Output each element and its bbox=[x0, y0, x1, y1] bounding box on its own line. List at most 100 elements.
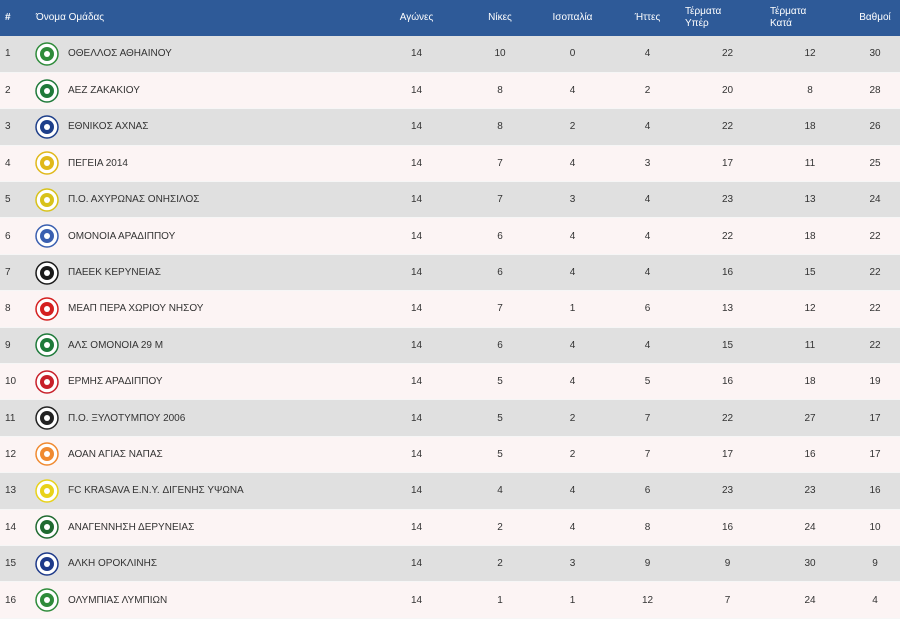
team-link[interactable]: ΟΛΥΜΠΙΑΣ ΛΥΜΠΙΩΝ bbox=[35, 588, 360, 612]
goals-for-cell: 13 bbox=[685, 290, 770, 328]
draws-cell: 2 bbox=[535, 108, 610, 146]
table-row[interactable]: 14 ΑΝΑΓΕΝΝΗΣΗ ΔΕΡΥΝΕΙΑΣ 14 2 4 8 16 24 10 bbox=[0, 509, 900, 546]
team-link[interactable]: ΕΘΝΙΚΟΣ ΑΧΝΑΣ bbox=[35, 115, 360, 139]
games-cell: 14 bbox=[360, 145, 465, 183]
table-row[interactable]: 16 ΟΛΥΜΠΙΑΣ ΛΥΜΠΙΩΝ 14 1 1 12 7 24 4 bbox=[0, 581, 900, 619]
team-link[interactable]: ΕΡΜΗΣ ΑΡΑΔΙΠΠΟΥ bbox=[35, 369, 360, 394]
team-link[interactable]: ΑΕΖ ΖΑΚΑΚΙΟΥ bbox=[35, 78, 360, 103]
header-goals-against: Τέρματα Κατά bbox=[770, 0, 850, 36]
wins-cell: 5 bbox=[465, 436, 535, 474]
header-goals-for-line2: Υπέρ bbox=[685, 18, 709, 29]
team-link[interactable]: ΑΛΚΗ ΟΡΟΚΛΙΝΗΣ bbox=[35, 551, 360, 576]
points-cell: 4 bbox=[850, 581, 900, 619]
draws-cell: 1 bbox=[535, 290, 610, 328]
games-cell: 14 bbox=[360, 509, 465, 546]
wins-cell: 6 bbox=[465, 217, 535, 255]
goals-for-cell: 20 bbox=[685, 72, 770, 110]
table-row[interactable]: 9 ΑΛΣ ΟΜΟΝΟΙΑ 29 Μ 14 6 4 4 15 11 22 bbox=[0, 327, 900, 365]
wins-cell: 2 bbox=[465, 545, 535, 583]
goals-for-cell: 22 bbox=[685, 108, 770, 146]
goals-for-cell: 23 bbox=[685, 181, 770, 219]
team-cell: ΑΛΣ ΟΜΟΝΟΙΑ 29 Μ bbox=[35, 327, 360, 365]
games-cell: 14 bbox=[360, 108, 465, 146]
losses-cell: 7 bbox=[610, 399, 685, 437]
wins-cell: 7 bbox=[465, 145, 535, 183]
table-row[interactable]: 2 ΑΕΖ ΖΑΚΑΚΙΟΥ 14 8 4 2 20 8 28 bbox=[0, 72, 900, 110]
team-cell: ΕΘΝΙΚΟΣ ΑΧΝΑΣ bbox=[35, 108, 360, 146]
alki-crest-icon bbox=[35, 551, 59, 576]
team-cell: ΟΜΟΝΟΙΑ ΑΡΑΔΙΠΠΟΥ bbox=[35, 217, 360, 255]
krasava-crest-icon bbox=[35, 479, 59, 503]
team-link[interactable]: ΠΑΕΕΚ ΚΕΡΥΝΕΙΑΣ bbox=[35, 260, 360, 285]
games-cell: 14 bbox=[360, 181, 465, 219]
draws-cell: 1 bbox=[535, 581, 610, 619]
team-link[interactable]: FC KRASAVA E.N.Y. ΔΙΓΕΝΗΣ ΥΨΩΝΑ bbox=[35, 479, 360, 503]
team-name: ΠΕΓΕΙΑ 2014 bbox=[68, 157, 128, 169]
rank-cell: 8 bbox=[0, 290, 35, 328]
losses-cell: 4 bbox=[610, 254, 685, 292]
paeek-eagle-icon bbox=[35, 260, 59, 285]
pegeia-crest-icon bbox=[35, 151, 59, 176]
team-link[interactable]: ΟΜΟΝΟΙΑ ΑΡΑΔΙΠΠΟΥ bbox=[35, 224, 360, 248]
table-row[interactable]: 6 ΟΜΟΝΟΙΑ ΑΡΑΔΙΠΠΟΥ 14 6 4 4 22 18 22 bbox=[0, 217, 900, 255]
table-row[interactable]: 1 ΟΘΕΛΛΟΣ ΑΘΗΑΙΝΟΥ 14 10 0 4 22 12 30 bbox=[0, 36, 900, 73]
goals-for-cell: 15 bbox=[685, 327, 770, 365]
rank-cell: 16 bbox=[0, 581, 35, 619]
goals-for-cell: 9 bbox=[685, 545, 770, 583]
goals-against-cell: 12 bbox=[770, 290, 850, 328]
team-name: ΟΛΥΜΠΙΑΣ ΛΥΜΠΙΩΝ bbox=[68, 594, 168, 606]
games-cell: 14 bbox=[360, 254, 465, 292]
rank-cell: 5 bbox=[0, 181, 35, 219]
table-row[interactable]: 13 FC KRASAVA E.N.Y. ΔΙΓΕΝΗΣ ΥΨΩΝΑ 14 4 4 6 23… bbox=[0, 472, 900, 510]
team-link[interactable]: Π.Ο. ΑΧΥΡΩΝΑΣ ΟΝΗΣΙΛΟΣ bbox=[35, 188, 360, 212]
draws-cell: 4 bbox=[535, 217, 610, 255]
als-omonoia-crest-icon bbox=[35, 333, 59, 358]
team-link[interactable]: ΑΟΑΝ ΑΓΙΑΣ ΝΑΠΑΣ bbox=[35, 442, 360, 467]
team-link[interactable]: Π.Ο. ΞΥΛΟΤΥΜΠΟΥ 2006 bbox=[35, 406, 360, 430]
goals-for-cell: 22 bbox=[685, 217, 770, 255]
team-cell: ΠΑΕΕΚ ΚΕΡΥΝΕΙΑΣ bbox=[35, 254, 360, 292]
team-link[interactable]: ΠΕΓΕΙΑ 2014 bbox=[35, 151, 360, 176]
rank-cell: 4 bbox=[0, 145, 35, 183]
rank-cell: 3 bbox=[0, 108, 35, 146]
rank-cell: 14 bbox=[0, 509, 35, 546]
team-link[interactable]: ΟΘΕΛΛΟΣ ΑΘΗΑΙΝΟΥ bbox=[35, 42, 360, 66]
table-row[interactable]: 5 Π.Ο. ΑΧΥΡΩΝΑΣ ΟΝΗΣΙΛΟΣ 14 7 3 4 23 13 24 bbox=[0, 181, 900, 219]
points-cell: 22 bbox=[850, 217, 900, 255]
points-cell: 24 bbox=[850, 181, 900, 219]
team-link[interactable]: ΑΝΑΓΕΝΝΗΣΗ ΔΕΡΥΝΕΙΑΣ bbox=[35, 515, 360, 540]
games-cell: 14 bbox=[360, 545, 465, 583]
games-cell: 14 bbox=[360, 581, 465, 619]
wins-cell: 2 bbox=[465, 509, 535, 546]
table-row[interactable]: 7 ΠΑΕΕΚ ΚΕΡΥΝΕΙΑΣ 14 6 4 4 16 15 22 bbox=[0, 254, 900, 292]
draws-cell: 2 bbox=[535, 399, 610, 437]
points-cell: 26 bbox=[850, 108, 900, 146]
goals-against-cell: 13 bbox=[770, 181, 850, 219]
aoan-crest-icon bbox=[35, 442, 59, 467]
team-cell: ΑΛΚΗ ΟΡΟΚΛΙΝΗΣ bbox=[35, 545, 360, 583]
team-cell: FC KRASAVA E.N.Y. ΔΙΓΕΝΗΣ ΥΨΩΝΑ bbox=[35, 472, 360, 510]
losses-cell: 9 bbox=[610, 545, 685, 583]
table-row[interactable]: 3 ΕΘΝΙΚΟΣ ΑΧΝΑΣ 14 8 2 4 22 18 26 bbox=[0, 108, 900, 146]
losses-cell: 8 bbox=[610, 509, 685, 546]
ethnikos-crest-icon bbox=[35, 115, 59, 139]
table-row[interactable]: 15 ΑΛΚΗ ΟΡΟΚΛΙΝΗΣ 14 2 3 9 9 30 9 bbox=[0, 545, 900, 583]
points-cell: 9 bbox=[850, 545, 900, 583]
losses-cell: 4 bbox=[610, 327, 685, 365]
table-row[interactable]: 10 ΕΡΜΗΣ ΑΡΑΔΙΠΠΟΥ 14 5 4 5 16 18 19 bbox=[0, 363, 900, 401]
goals-against-cell: 18 bbox=[770, 217, 850, 255]
table-row[interactable]: 11 Π.Ο. ΞΥΛΟΤΥΜΠΟΥ 2006 14 5 2 7 22 27 17 bbox=[0, 399, 900, 437]
team-link[interactable]: ΑΛΣ ΟΜΟΝΟΙΑ 29 Μ bbox=[35, 333, 360, 358]
goals-against-cell: 18 bbox=[770, 363, 850, 401]
header-goals-for: Τέρματα Υπέρ bbox=[685, 0, 770, 36]
games-cell: 14 bbox=[360, 72, 465, 110]
table-row[interactable]: 4 ΠΕΓΕΙΑ 2014 14 7 4 3 17 11 25 bbox=[0, 145, 900, 183]
goals-against-cell: 11 bbox=[770, 145, 850, 183]
team-link[interactable]: ΜΕΑΠ ΠΕΡΑ ΧΩΡΙΟΥ ΝΗΣΟΥ bbox=[35, 297, 360, 321]
table-row[interactable]: 12 ΑΟΑΝ ΑΓΙΑΣ ΝΑΠΑΣ 14 5 2 7 17 16 17 bbox=[0, 436, 900, 474]
table-row[interactable]: 8 ΜΕΑΠ ΠΕΡΑ ΧΩΡΙΟΥ ΝΗΣΟΥ 14 7 1 6 13 12 22 bbox=[0, 290, 900, 328]
wins-cell: 7 bbox=[465, 290, 535, 328]
losses-cell: 3 bbox=[610, 145, 685, 183]
points-cell: 28 bbox=[850, 72, 900, 110]
